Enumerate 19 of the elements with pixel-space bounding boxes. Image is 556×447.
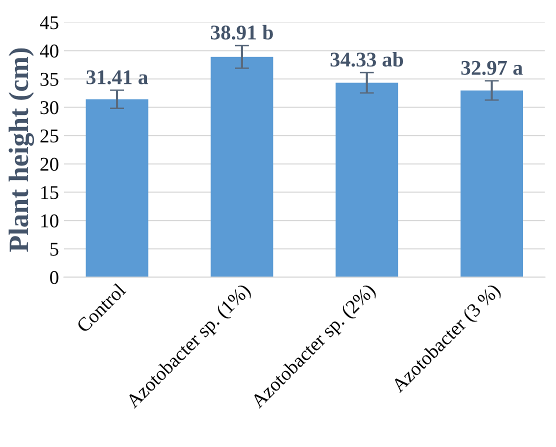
- y-tick-label: 35: [40, 72, 58, 86]
- bar: [336, 82, 398, 278]
- bar: [460, 90, 524, 278]
- y-tick-label: 45: [40, 16, 58, 30]
- y-tick-label: 10: [41, 214, 58, 228]
- data-label: 31.41 a: [86, 70, 148, 84]
- bar: [86, 99, 148, 278]
- y-tick-label: 5: [50, 242, 58, 256]
- y-axis-title: Plant height (cm): [8, 48, 34, 252]
- data-label: 38.91 b: [210, 24, 273, 40]
- data-label: 32.97 a: [461, 60, 523, 75]
- y-tick-label: 15: [41, 186, 58, 200]
- y-tick-label: 0: [50, 270, 58, 284]
- data-label: 34.33 ab: [330, 52, 404, 67]
- y-tick-label: 40: [40, 44, 58, 58]
- y-tick-label: 20: [40, 158, 58, 171]
- y-tick-label: 25: [40, 129, 58, 143]
- bar: [210, 56, 274, 278]
- y-tick-label: 30: [40, 101, 58, 114]
